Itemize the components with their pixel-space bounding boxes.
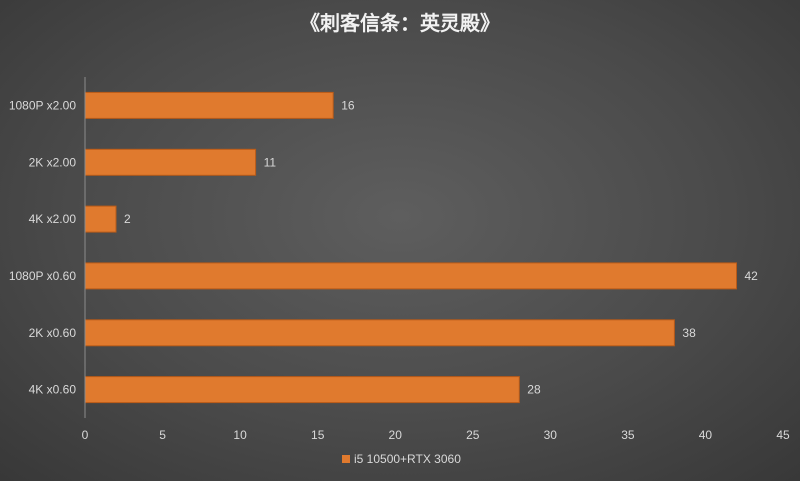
y-tick-label: 1080P x2.00: [9, 98, 76, 112]
x-tick-label: 0: [82, 428, 89, 442]
data-label: 2: [124, 212, 131, 226]
bar: [84, 205, 117, 233]
x-tick-label: 10: [233, 428, 247, 442]
x-tick-label: 20: [389, 428, 403, 442]
x-tick-label: 15: [311, 428, 325, 442]
legend: i5 10500+RTX 3060: [342, 452, 461, 466]
bar: [84, 91, 334, 119]
legend-label: i5 10500+RTX 3060: [354, 452, 461, 466]
x-tick-label: 30: [544, 428, 558, 442]
x-tick-label: 35: [621, 428, 635, 442]
x-tick-label: 40: [699, 428, 713, 442]
bar: [84, 262, 737, 290]
x-tick-label: 45: [776, 428, 790, 442]
legend-swatch: [342, 455, 350, 463]
bars-layer: 16 11 2 42 38 28: [84, 91, 759, 404]
data-label: 11: [264, 155, 277, 169]
y-tick-label: 2K x0.60: [29, 326, 77, 340]
y-tick-label: 4K x0.60: [29, 383, 77, 397]
y-tick-label: 1080P x0.60: [9, 269, 76, 283]
bar: [84, 148, 257, 176]
axes: 1080P x2.00 2K x2.00 4K x2.00 1080P x0.60 2K…: [9, 77, 790, 442]
x-tick-label: 5: [159, 428, 166, 442]
chart-title: 《刺客信条：英灵殿》: [300, 11, 500, 35]
bar: [84, 376, 520, 404]
x-tick-label: 25: [466, 428, 480, 442]
y-tick-label: 2K x2.00: [29, 155, 77, 169]
data-label: 38: [682, 326, 696, 340]
data-label: 28: [527, 383, 541, 397]
data-label: 16: [341, 98, 355, 112]
bar: [84, 319, 675, 347]
y-tick-label: 4K x2.00: [29, 212, 77, 226]
data-label: 42: [745, 269, 759, 283]
